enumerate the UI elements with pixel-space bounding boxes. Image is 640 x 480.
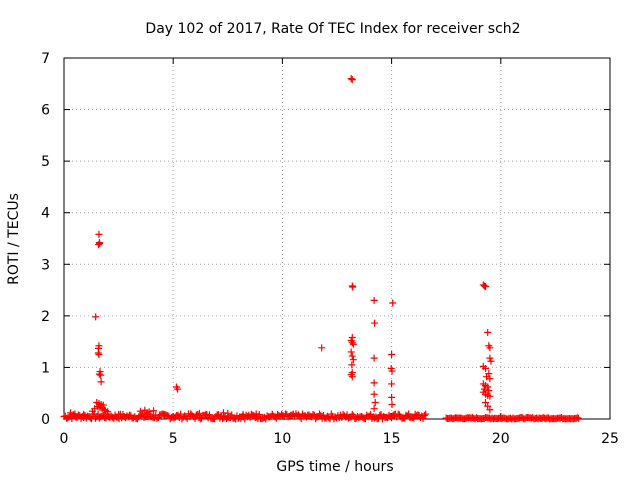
data-point: [174, 385, 182, 393]
y-tick-label: 5: [41, 154, 50, 170]
x-tick-label: 0: [60, 431, 69, 447]
baseline-point: [376, 411, 384, 419]
x-tick-labels: 0 5 10 15 20 25: [60, 431, 619, 447]
data-point: [486, 375, 494, 383]
data-point: [95, 230, 103, 238]
data-point: [388, 380, 396, 388]
data-point: [486, 344, 494, 352]
data-point: [97, 378, 105, 386]
y-tick-labels: 0 1 2 3 4 5 6 7: [41, 51, 50, 428]
data-point: [348, 373, 356, 381]
data-point: [71, 410, 79, 418]
x-tick-label: 10: [273, 431, 291, 447]
x-tick-label: 25: [601, 431, 619, 447]
data-point: [348, 76, 356, 84]
y-axis-label: ROTI / TECUs: [6, 193, 22, 285]
data-point: [389, 299, 397, 307]
data-point: [224, 409, 232, 417]
data-point: [252, 410, 260, 418]
data-point: [349, 356, 357, 364]
baseline-point: [348, 410, 356, 418]
data-point: [160, 411, 168, 419]
data-point: [485, 387, 493, 395]
baseline-point: [316, 410, 324, 418]
data-point: [482, 282, 490, 290]
x-tick-label: 15: [383, 431, 401, 447]
data-point: [67, 409, 75, 417]
data-point: [104, 408, 112, 416]
data-point: [347, 348, 355, 356]
baseline-point: [575, 414, 583, 422]
data-point: [486, 406, 494, 414]
data-point: [347, 75, 355, 83]
data-point: [187, 410, 195, 418]
data-point: [371, 398, 379, 406]
data-point: [143, 409, 151, 417]
y-tick-label: 0: [41, 412, 50, 428]
data-point: [95, 241, 103, 249]
data-point: [370, 296, 378, 304]
data-point: [195, 409, 203, 417]
grid-lines: [64, 58, 610, 419]
baseline-point: [420, 411, 428, 419]
data-point: [370, 354, 378, 362]
y-tick-label: 4: [41, 206, 50, 222]
data-point: [370, 379, 378, 387]
data-point: [484, 402, 492, 410]
data-point: [115, 410, 123, 418]
data-point: [482, 364, 490, 372]
baseline-point: [255, 410, 263, 418]
data-point: [202, 410, 210, 418]
baseline-point: [196, 415, 204, 423]
data-point: [348, 339, 356, 347]
baseline-point: [74, 411, 82, 419]
data-point: [482, 398, 490, 406]
y-tick-label: 3: [41, 257, 50, 273]
data-point: [80, 410, 88, 418]
baseline-point: [309, 410, 317, 418]
data-point: [388, 393, 396, 401]
x-axis-label: GPS time / hours: [276, 459, 393, 475]
data-point: [97, 371, 105, 379]
data-point: [486, 354, 494, 362]
data-point: [348, 361, 356, 369]
data-point: [348, 352, 356, 360]
data-point: [349, 283, 357, 291]
baseline-point: [422, 410, 430, 418]
data-point: [487, 357, 495, 365]
data-point: [136, 407, 144, 415]
baseline-point: [419, 414, 427, 422]
data-point: [88, 407, 96, 415]
y-tick-label: 6: [41, 103, 50, 119]
data-point: [349, 340, 357, 348]
data-point: [150, 407, 158, 415]
data-point: [318, 344, 326, 352]
data-point: [96, 240, 104, 248]
data-point: [388, 367, 396, 375]
data-point: [92, 313, 100, 321]
x-tick-label: 20: [492, 431, 510, 447]
data-point: [388, 401, 396, 409]
data-point: [388, 351, 396, 359]
data-point: [480, 385, 488, 393]
chart-title: Day 102 of 2017, Rate Of TEC Index for r…: [145, 21, 520, 37]
data-point: [95, 370, 103, 378]
data-point: [370, 390, 378, 398]
data-point: [239, 410, 247, 418]
y-tick-label: 1: [41, 360, 50, 376]
data-point: [484, 328, 492, 336]
x-tick-label: 5: [169, 431, 178, 447]
data-point: [95, 351, 103, 359]
y-tick-label: 7: [41, 51, 50, 67]
data-point: [370, 405, 378, 413]
data-point: [486, 392, 494, 400]
data-point: [371, 319, 379, 327]
y-tick-label: 2: [41, 309, 50, 325]
data-points: [60, 75, 583, 423]
data-point: [94, 349, 102, 357]
